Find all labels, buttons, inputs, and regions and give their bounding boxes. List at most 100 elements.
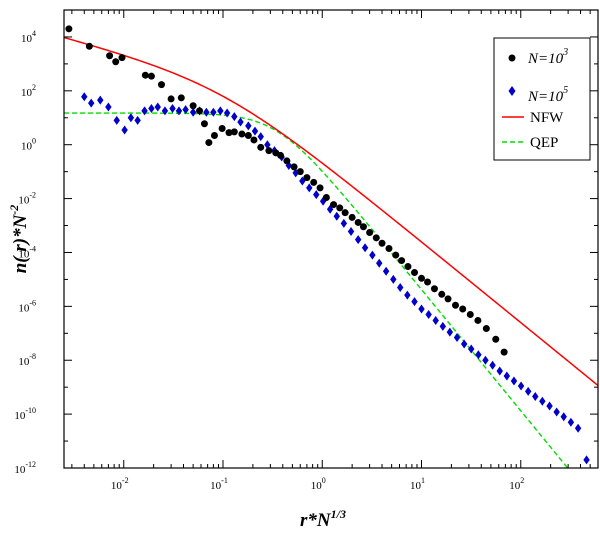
x-tick-label: 101 — [410, 476, 425, 492]
n5-data-point — [313, 190, 320, 200]
n5-data-point — [306, 183, 313, 193]
n5-data-point — [496, 366, 503, 376]
y-tick-label: 10-12 — [14, 460, 36, 476]
axis-ticks: 10-2 10-1 100 101 10210-1210-1010-810-610-41… — [14, 10, 599, 492]
n5-data-point — [553, 407, 560, 417]
y-tick-label-exp: 4 — [32, 29, 36, 38]
x-tick-label-exp: 1 — [421, 476, 425, 485]
n3-data-point — [296, 168, 304, 176]
n5-data-point — [425, 309, 432, 319]
n5-data-point — [245, 121, 252, 131]
n3-data-point — [341, 209, 349, 217]
y-tick-label: 10-4 — [18, 244, 36, 260]
n3-data-point — [500, 348, 508, 356]
n3-data-point — [205, 139, 213, 147]
y-tick-label-base: 10 — [18, 356, 30, 368]
n5-data-point — [182, 105, 189, 115]
n5-data-point — [175, 106, 183, 116]
n3-data-point — [157, 81, 165, 89]
n5-data-point — [88, 98, 95, 108]
y-tick-label: 10-10 — [14, 406, 36, 422]
n3-data-point — [147, 72, 155, 80]
n5-data-point — [354, 235, 362, 245]
n5-data-point — [134, 115, 141, 125]
y-tick-label: 102 — [21, 83, 36, 99]
x-axis-label-exp: 1/3 — [331, 507, 346, 521]
n5-data-point — [524, 386, 532, 396]
legend-marker-n3 — [508, 54, 516, 62]
n3-data-point — [430, 285, 438, 293]
y-tick-label-base: 10 — [14, 410, 26, 422]
y-tick-label-exp: 0 — [32, 137, 36, 146]
n3-data-point — [404, 263, 412, 271]
n3-data-point — [336, 204, 344, 212]
y-tick-label-exp: -12 — [25, 460, 36, 469]
n5-data-point — [223, 108, 231, 118]
n3-data-point — [177, 94, 185, 102]
x-tick-label-base: 10 — [311, 480, 323, 492]
y-tick-label-exp: 2 — [32, 83, 36, 92]
n3-data-point — [359, 223, 367, 231]
n5-data-point — [539, 396, 546, 406]
n3-data-point — [112, 58, 120, 66]
n3-data-point — [200, 120, 208, 128]
n3-data-point — [225, 129, 233, 137]
n5-data-point — [567, 417, 575, 427]
n5-data-point — [237, 117, 244, 127]
qep-curve — [64, 112, 569, 468]
y-tick-label-exp: -4 — [29, 244, 36, 253]
n5-data-point — [127, 113, 135, 123]
n3-data-point — [424, 278, 432, 286]
x-tick-label: 10-2 — [111, 476, 129, 492]
n5-data-point — [574, 423, 582, 433]
n5-data-point — [404, 290, 411, 300]
y-tick-label-base: 10 — [21, 141, 33, 153]
n5-data-point — [560, 412, 567, 422]
n3-data-point — [348, 213, 356, 221]
n5-data-point — [418, 304, 425, 314]
x-tick-label-base: 10 — [210, 480, 222, 492]
n3-data-point — [310, 178, 318, 186]
n5-data-point — [347, 227, 355, 237]
legend-label-qep: QEP — [530, 135, 558, 151]
n5-data-point — [517, 381, 525, 391]
n5-data-point — [583, 455, 590, 465]
n5-data-point — [264, 140, 271, 150]
y-axis-label-exp: -2 — [7, 205, 21, 215]
n5-data-point — [468, 344, 475, 354]
x-axis-label-base: r*N — [300, 510, 332, 531]
y-tick-label-base: 10 — [21, 87, 33, 99]
n5-data-point — [376, 258, 383, 268]
y-tick-label: 10-6 — [18, 298, 36, 314]
n5-data-point — [333, 211, 340, 221]
legend-marker-n5 — [508, 86, 516, 96]
y-tick-label: 10-8 — [18, 352, 36, 368]
n5-data-point — [97, 95, 104, 105]
n5-data-point — [361, 243, 369, 253]
n3-data-point — [238, 130, 246, 138]
n5-data-point — [231, 112, 238, 122]
x-axis-label: r*N1/3 — [300, 507, 346, 531]
n3-data-point — [418, 274, 426, 282]
n5-data-point — [257, 132, 264, 142]
x-tick-label-exp: 0 — [322, 476, 326, 485]
x-tick-label-exp: -1 — [221, 476, 228, 485]
n3-data-point — [250, 136, 258, 144]
n5-data-point — [432, 315, 439, 325]
n3-data-point — [316, 184, 324, 192]
plot-frame — [63, 9, 599, 469]
n3-data-point — [372, 234, 380, 242]
legend-label-n3: N=103 — [527, 47, 568, 67]
n3-data-point — [265, 147, 273, 155]
n3-data-point — [257, 143, 265, 151]
n3-data-point — [118, 54, 126, 62]
n3-data-point — [322, 193, 330, 201]
n3-data-point — [398, 257, 406, 265]
n3-data-point — [65, 25, 73, 33]
n5-data-point — [369, 250, 376, 260]
legend-label-nfw: NFW — [530, 110, 564, 126]
legend-label-n5-base: N=10 — [527, 89, 564, 105]
n5-data-point — [169, 104, 176, 114]
x-tick-label: 10-1 — [210, 476, 228, 492]
